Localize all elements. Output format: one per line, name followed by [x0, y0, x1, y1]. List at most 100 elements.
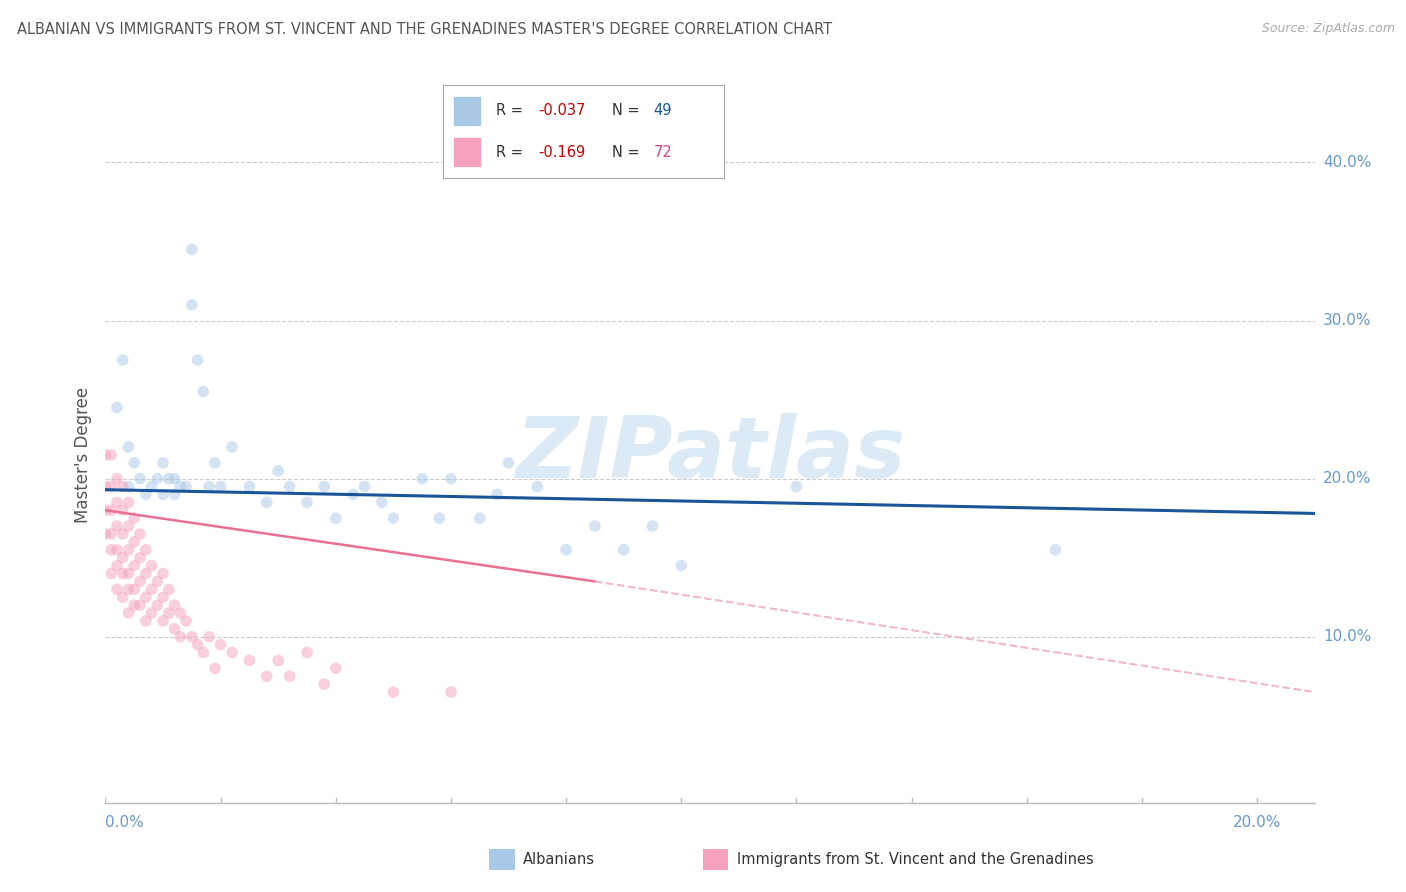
Point	[129, 550, 152, 565]
Point	[100, 479, 122, 493]
Text: -0.169: -0.169	[538, 145, 586, 160]
Point	[135, 487, 157, 501]
Point	[122, 534, 145, 549]
Point	[111, 479, 134, 493]
Point	[671, 558, 693, 573]
Point	[785, 479, 807, 493]
Point	[180, 630, 202, 644]
Text: Source: ZipAtlas.com: Source: ZipAtlas.com	[1261, 22, 1395, 36]
Point	[117, 519, 139, 533]
Point	[325, 661, 347, 675]
Point	[1045, 542, 1067, 557]
Point	[641, 519, 664, 533]
Point	[204, 456, 226, 470]
Point	[371, 495, 394, 509]
Point	[238, 479, 260, 493]
Y-axis label: Master's Degree: Master's Degree	[73, 387, 91, 523]
Text: 0.0%: 0.0%	[105, 815, 145, 830]
Point	[135, 566, 157, 581]
Point	[169, 606, 191, 620]
Point	[314, 479, 336, 493]
Point	[111, 503, 134, 517]
Point	[267, 653, 290, 667]
Bar	[453, 137, 481, 167]
Point	[221, 440, 243, 454]
Point	[135, 542, 157, 557]
Point	[105, 401, 128, 415]
Point	[411, 472, 433, 486]
Point	[141, 558, 163, 573]
Point	[163, 487, 186, 501]
Text: -0.037: -0.037	[538, 103, 586, 119]
Text: N =: N =	[612, 145, 644, 160]
Point	[342, 487, 364, 501]
Point	[111, 566, 134, 581]
Point	[314, 677, 336, 691]
Point	[440, 685, 463, 699]
Text: R =: R =	[496, 145, 527, 160]
Point	[169, 479, 191, 493]
Point	[267, 464, 290, 478]
Point	[198, 630, 221, 644]
Point	[163, 472, 186, 486]
Point	[117, 440, 139, 454]
Point	[468, 511, 491, 525]
Point	[94, 448, 117, 462]
Point	[100, 542, 122, 557]
Point	[382, 511, 405, 525]
Point	[583, 519, 606, 533]
Bar	[453, 96, 481, 126]
Text: R =: R =	[496, 103, 527, 119]
Point	[152, 456, 174, 470]
Point	[122, 456, 145, 470]
Point	[94, 503, 117, 517]
Point	[382, 685, 405, 699]
Point	[111, 591, 134, 605]
Point	[94, 479, 117, 493]
Point	[169, 630, 191, 644]
Point	[613, 542, 636, 557]
Point	[238, 653, 260, 667]
Point	[204, 661, 226, 675]
Point	[94, 527, 117, 541]
Point	[100, 503, 122, 517]
Point	[141, 479, 163, 493]
Point	[152, 614, 174, 628]
Text: 10.0%: 10.0%	[1323, 629, 1371, 644]
Point	[105, 495, 128, 509]
Point	[129, 527, 152, 541]
Point	[157, 606, 180, 620]
Point	[122, 511, 145, 525]
Point	[157, 582, 180, 597]
Point	[117, 566, 139, 581]
Point	[180, 298, 202, 312]
Point	[295, 646, 318, 660]
Point	[105, 582, 128, 597]
Point	[526, 479, 548, 493]
Point	[209, 638, 232, 652]
Point	[141, 606, 163, 620]
Point	[353, 479, 375, 493]
Point	[105, 542, 128, 557]
Text: Albanians: Albanians	[523, 853, 595, 867]
Text: 30.0%: 30.0%	[1323, 313, 1371, 328]
Text: 20.0%: 20.0%	[1323, 471, 1371, 486]
Point	[440, 472, 463, 486]
Point	[325, 511, 347, 525]
Point	[429, 511, 451, 525]
Point	[111, 353, 134, 368]
Point	[129, 598, 152, 612]
Point	[256, 669, 278, 683]
Point	[117, 606, 139, 620]
Point	[221, 646, 243, 660]
Point	[152, 591, 174, 605]
Text: 72: 72	[654, 145, 672, 160]
Text: 49: 49	[654, 103, 672, 119]
Point	[135, 614, 157, 628]
Point	[105, 558, 128, 573]
Point	[485, 487, 508, 501]
Text: N =: N =	[612, 103, 644, 119]
Point	[146, 598, 169, 612]
Text: ALBANIAN VS IMMIGRANTS FROM ST. VINCENT AND THE GRENADINES MASTER'S DEGREE CORRE: ALBANIAN VS IMMIGRANTS FROM ST. VINCENT …	[17, 22, 832, 37]
Point	[152, 487, 174, 501]
